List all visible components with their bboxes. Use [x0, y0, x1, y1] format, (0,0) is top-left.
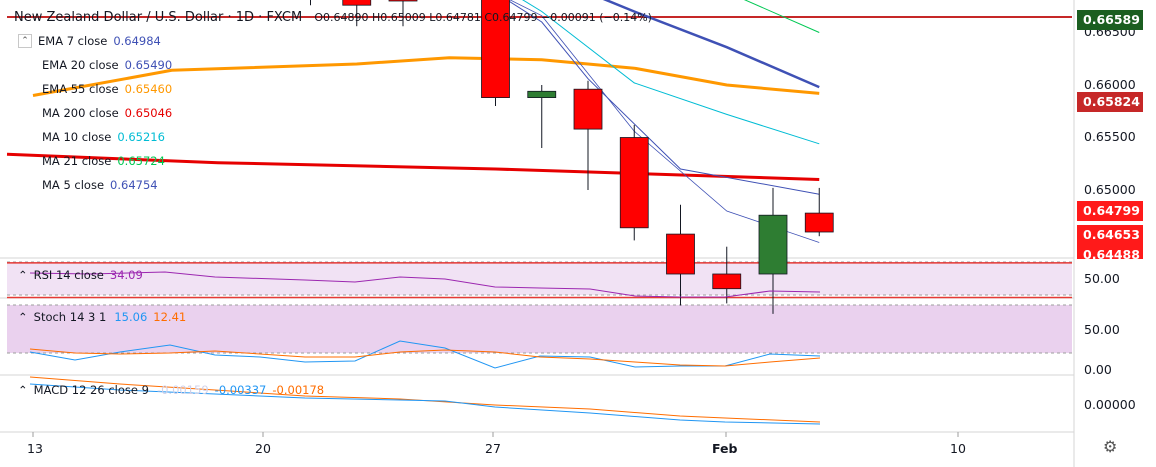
indicator-legend: ⌃ EMA 7 close 0.64984 EMA 20 close 0.654… [10, 29, 172, 197]
legend-value: 0.65046 [124, 106, 173, 120]
legend-value: 0.65490 [124, 58, 173, 72]
rsi-label: RSI 14 close [33, 268, 104, 282]
settings-gear-icon[interactable]: ⚙ [1103, 437, 1118, 456]
candle-body [712, 273, 742, 290]
price-axis-tick: 0.66000 [1084, 77, 1136, 92]
stoch-k-value: 15.06 [114, 310, 148, 324]
price-label-resistance: 0.66589 [1077, 10, 1143, 30]
stoch-axis-tick: 0.00 [1084, 362, 1112, 377]
legend-row-ema20[interactable]: EMA 20 close 0.65490 [10, 53, 172, 77]
legend-row-ma10[interactable]: MA 10 close 0.65216 [10, 125, 172, 149]
stoch-d-value: 12.41 [153, 310, 187, 324]
price-label-support: 0.64653 [1077, 225, 1143, 245]
legend-label: MA 5 close [42, 178, 105, 192]
stoch-axis-tick: 50.00 [1084, 322, 1120, 337]
collapse-pane-icon[interactable]: ⌃ [18, 310, 28, 324]
legend-label: MA 10 close [42, 130, 112, 144]
price-axis-tick: 0.65500 [1084, 129, 1136, 144]
ema7-line [506, 0, 820, 195]
macd-line [29, 383, 821, 425]
rsi-line [29, 271, 821, 298]
legend-row-ema55[interactable]: EMA 55 close 0.65460 [10, 77, 172, 101]
legend-value: 0.65460 [124, 82, 173, 96]
candle-body [573, 88, 603, 130]
time-axis-tick: 27 [485, 441, 501, 456]
legend-row-ma5[interactable]: MA 5 close 0.64754 [10, 173, 172, 197]
stoch-band [7, 305, 1072, 353]
legend-value: 0.65724 [117, 154, 165, 168]
time-axis-tick: Feb [712, 441, 738, 456]
candle-body [388, 0, 418, 2]
legend-row-ema7[interactable]: ⌃ EMA 7 close 0.64984 [10, 29, 172, 53]
stoch-legend[interactable]: ⌃ Stoch 14 3 1 15.06 12.41 [10, 310, 186, 324]
legend-row-ma200[interactable]: MA 200 close 0.65046 [10, 101, 172, 125]
rsi-axis-tick: 50.00 [1084, 271, 1120, 286]
legend-value: 0.64754 [110, 178, 158, 192]
ma5-line [509, 0, 820, 243]
candle-body [342, 0, 372, 6]
candle-body [619, 137, 649, 229]
symbol-title: New Zealand Dollar / U.S. Dollar · 1D · … [14, 10, 303, 25]
legend-value: 0.64984 [113, 34, 161, 48]
legend-label: EMA 20 close [42, 58, 119, 72]
legend-label: EMA 7 close [38, 34, 108, 48]
candle-body [758, 214, 788, 275]
candle-body [804, 212, 834, 233]
legend-value: 0.65216 [117, 130, 165, 144]
legend-label: MA 200 close [42, 106, 119, 120]
macd-signal-value: -0.00178 [272, 383, 325, 397]
candle-body [481, 0, 510, 99]
stoch-label: Stoch 14 3 1 [33, 310, 107, 324]
macd-axis-tick: 0.00000 [1084, 397, 1136, 412]
macd-label: MACD 12 26 close 9 [33, 383, 149, 397]
rsi-legend[interactable]: ⌃ RSI 14 close 34.09 [10, 268, 143, 282]
ohlc-readout: O0.64890 H0.65009 L0.64781 C0.64799 −0.0… [314, 11, 652, 24]
time-axis-tick: 20 [255, 441, 271, 456]
collapse-pane-icon[interactable]: ⌃ [18, 268, 28, 282]
collapse-pane-icon[interactable]: ⌃ [18, 383, 28, 397]
legend-row-ma21[interactable]: MA 21 close 0.65724 [10, 149, 172, 173]
ma200-line [6, 152, 820, 181]
stoch-k-line [29, 340, 821, 369]
price-label-support2: 0.64488 [1077, 245, 1143, 259]
collapse-legend-icon[interactable]: ⌃ [18, 34, 32, 48]
time-axis-tick: 13 [27, 441, 43, 456]
candle-body [527, 90, 557, 99]
macd-hist-value: -0.00159 [156, 383, 209, 397]
price-axis-tick: 0.65000 [1084, 182, 1136, 197]
candle-body [666, 233, 695, 275]
price-label-level: 0.65824 [1077, 92, 1143, 112]
ema20-line [602, 0, 820, 89]
rsi-value: 34.09 [109, 268, 143, 282]
macd-signal-line [29, 376, 821, 423]
time-axis-tick: 10 [950, 441, 966, 456]
ma10-line [522, 0, 820, 145]
price-label-last: 0.64799 [1077, 201, 1143, 221]
macd-legend[interactable]: ⌃ MACD 12 26 close 9 -0.00159 -0.00337 -… [10, 383, 324, 397]
chart-header: New Zealand Dollar / U.S. Dollar · 1D · … [14, 10, 652, 25]
macd-line-value: -0.00337 [214, 383, 267, 397]
legend-label: MA 21 close [42, 154, 112, 168]
rsi-band [7, 262, 1072, 295]
legend-label: EMA 55 close [42, 82, 119, 96]
stoch-d-line [29, 348, 821, 367]
